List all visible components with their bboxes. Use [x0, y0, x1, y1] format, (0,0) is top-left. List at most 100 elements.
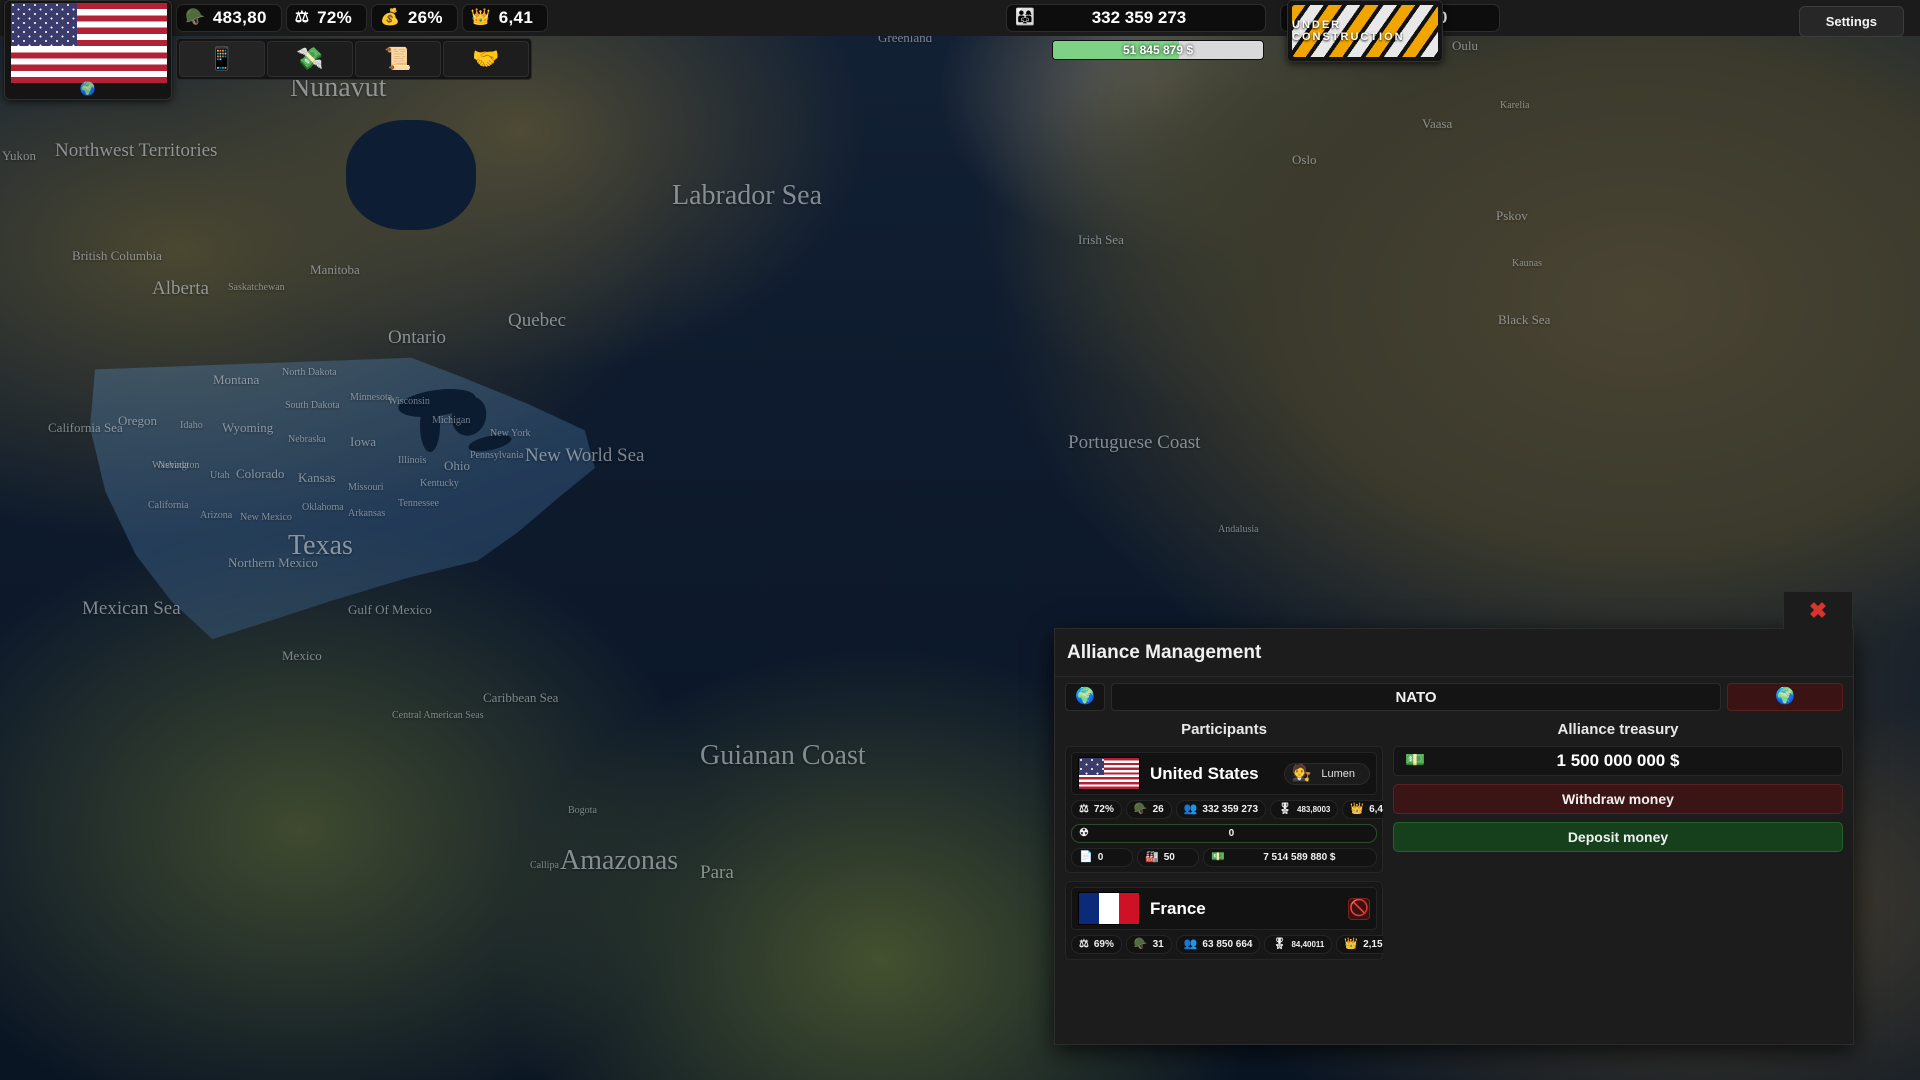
map-label: Alberta	[152, 278, 209, 299]
stat-row: ⚖ 72% 🪖 26 👥 332 359 273 🎖 483,8003 👑 6,41	[1071, 800, 1383, 819]
lake-michigan	[420, 400, 440, 452]
prestige-icon: 👑	[1344, 938, 1359, 950]
manpower-stat: 🪖 26	[1125, 800, 1172, 819]
laws-button[interactable]: 📜	[355, 41, 441, 77]
laws-icon: 📜	[384, 46, 412, 71]
tech-research-button[interactable]: 📱	[179, 41, 265, 77]
settings-button[interactable]: Settings	[1798, 6, 1904, 37]
map-label: Ohio	[444, 458, 470, 473]
map-label: Idaho	[180, 420, 203, 431]
population-value: 63 850 664	[1202, 939, 1253, 950]
military-power-pill[interactable]: 🪖 483,80	[176, 4, 282, 32]
map-label: Quebec	[508, 310, 567, 331]
map-label: Texas	[288, 530, 353, 561]
participants-list[interactable]: United States 🧑‍⚖️ Lumen ⚖ 72% 🪖 26 👥 332 359 27…	[1065, 746, 1383, 1034]
military-power-icon: 🪖	[185, 9, 205, 26]
map-label: Guianan Coast	[700, 740, 866, 771]
nation-flag-panel[interactable]: 🌍	[4, 0, 172, 100]
nation-card[interactable]: France 🚫 ⚖ 69% 🪖 31 👥 63 850 664 🎖 84,40011 👑 2,15	[1065, 881, 1383, 960]
treasury-amount: 1 500 000 000 $	[1556, 751, 1680, 770]
manpower-value: 31	[1152, 939, 1164, 950]
map-label: Para	[700, 862, 734, 883]
documents-icon: 📄	[1079, 851, 1093, 863]
map-label: Northern Mexico	[228, 555, 318, 570]
map-label: Oregon	[118, 413, 157, 428]
leader-icon: 🧑‍⚖️	[1291, 764, 1312, 782]
military-power-value: 483,80	[212, 8, 267, 27]
alliance-globe-icon[interactable]: 🌍	[1065, 683, 1105, 711]
map-label: Amazonas	[560, 845, 679, 876]
prestige-icon: 👑	[1350, 803, 1365, 815]
usa-territory-highlight	[90, 357, 595, 640]
map-label: North Dakota	[282, 367, 337, 378]
map-label: California Sea	[48, 420, 123, 435]
ban-icon: 🚫	[1349, 899, 1369, 917]
stability-value: 69%	[1093, 939, 1114, 950]
nukes-stat: ☢ 0	[1071, 824, 1377, 843]
treasury-column: Alliance treasury 💵 1 500 000 000 $ With…	[1393, 717, 1843, 1034]
withdraw-money-button[interactable]: Withdraw money	[1393, 784, 1843, 814]
map-label: Arizona	[200, 510, 233, 521]
fr-flag	[1078, 892, 1140, 925]
map-label: Iowa	[350, 434, 376, 449]
map-label: New World Sea	[525, 445, 645, 466]
map-label: Illinois	[398, 455, 427, 466]
budget-progress-bar[interactable]: 51 845 879 $	[1052, 40, 1264, 60]
leave-alliance-button[interactable]: 🌍	[1727, 683, 1843, 711]
map-label: Oulu	[1452, 38, 1478, 53]
map-label: Nevada	[158, 460, 189, 471]
documents-stat: 📄 0	[1071, 848, 1133, 867]
map-label: South Dakota	[285, 400, 340, 411]
economy-button[interactable]: 💸	[267, 41, 353, 77]
map-label: Pskov	[1496, 208, 1528, 223]
population-stat: 👥 332 359 273	[1175, 800, 1267, 819]
military-power-stat: 🎖 84,40011	[1264, 935, 1333, 954]
treasury-value: 7 514 589 880 $	[1263, 852, 1336, 863]
military-power-icon: 🎖	[1272, 938, 1287, 950]
taxes-icon: 💰	[380, 9, 400, 26]
stability-pill[interactable]: ⚖ 72%	[285, 4, 367, 32]
map-label: Callipa	[530, 860, 559, 871]
taxes-pill[interactable]: 💰 26%	[371, 4, 458, 32]
map-label: Washington	[152, 460, 200, 471]
population-pill[interactable]: 👨‍👩‍👧 332 359 273	[1006, 4, 1266, 32]
leader-chip[interactable]: 🧑‍⚖️ Lumen	[1284, 762, 1370, 785]
map-label: Kaunas	[1512, 258, 1542, 269]
us-flag	[11, 3, 167, 83]
nukes-icon: ☢	[1079, 827, 1089, 839]
map-label: Mexican Sea	[82, 598, 181, 619]
map-label: Central American Seas	[392, 710, 484, 721]
prestige-pill[interactable]: 👑 6,41	[461, 4, 549, 32]
stability-value: 72%	[1093, 804, 1114, 815]
hudson-bay	[346, 120, 476, 230]
participants-column: Participants United States 🧑‍⚖️ Lumen ⚖ 72% 🪖…	[1065, 717, 1383, 1034]
diplomacy-button[interactable]: 🤝	[443, 41, 529, 77]
prestige-value: 6,41	[498, 8, 534, 27]
population-icon: 👥	[1183, 803, 1198, 815]
map-label: Bogota	[568, 805, 597, 816]
map-label: Tennessee	[398, 498, 439, 509]
factories-value: 50	[1163, 852, 1175, 863]
kick-nation-button[interactable]: 🚫	[1348, 897, 1370, 920]
diplomacy-icon: 🤝	[472, 46, 500, 71]
nation-header: France 🚫	[1071, 887, 1377, 930]
map-label: Wyoming	[222, 420, 274, 435]
close-icon[interactable]: ✖	[1783, 591, 1853, 629]
budget-progress-fill	[1053, 41, 1179, 59]
deposit-money-button[interactable]: Deposit money	[1393, 822, 1843, 852]
leader-name: Lumen	[1321, 767, 1355, 780]
treasury-stat: 💵 7 514 589 880 $	[1203, 848, 1377, 867]
population-icon: 👥	[1183, 938, 1198, 950]
nation-name: France	[1150, 898, 1206, 918]
alliance-name[interactable]: NATO	[1111, 683, 1721, 711]
map-label: California	[148, 500, 189, 511]
nation-stat-pills: 🪖 483,80 ⚖ 72% 💰 26% 👑 6,41	[176, 4, 552, 32]
world-map-icon[interactable]: 🌍	[79, 81, 97, 96]
stability-value: 72%	[317, 8, 352, 27]
map-label: Andalusia	[1218, 524, 1259, 535]
prestige-value: 6,41	[1369, 804, 1383, 815]
budget-progress-label: 51 845 879 $	[1122, 43, 1194, 57]
under-construction-panel[interactable]: UNDER CONSTRUCTION	[1287, 0, 1443, 62]
nation-card[interactable]: United States 🧑‍⚖️ Lumen ⚖ 72% 🪖 26 👥 332 359 27…	[1065, 746, 1383, 873]
manpower-icon: 🪖	[1133, 938, 1148, 950]
